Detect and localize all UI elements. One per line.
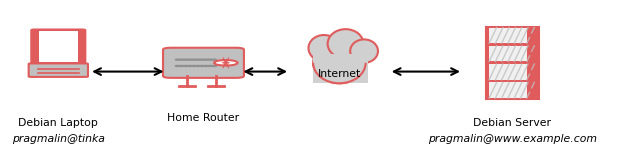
Text: pragmalin@tinka: pragmalin@tinka (12, 134, 105, 144)
Circle shape (192, 65, 196, 66)
Circle shape (528, 34, 538, 37)
Text: Internet: Internet (318, 69, 361, 80)
FancyBboxPatch shape (489, 28, 527, 43)
Ellipse shape (308, 35, 339, 61)
FancyBboxPatch shape (486, 45, 539, 62)
FancyBboxPatch shape (29, 63, 88, 77)
Ellipse shape (313, 42, 365, 83)
FancyBboxPatch shape (486, 27, 539, 44)
FancyBboxPatch shape (489, 46, 527, 62)
Circle shape (183, 65, 188, 66)
Circle shape (196, 65, 200, 66)
Circle shape (200, 65, 204, 66)
Circle shape (180, 65, 184, 66)
FancyBboxPatch shape (163, 48, 244, 78)
Text: Debian Server: Debian Server (474, 118, 551, 128)
Circle shape (204, 65, 208, 66)
Circle shape (192, 59, 196, 60)
Ellipse shape (350, 39, 378, 63)
Circle shape (528, 53, 538, 55)
Text: Debian Laptop: Debian Laptop (18, 118, 98, 128)
Circle shape (175, 59, 180, 60)
Circle shape (528, 89, 538, 91)
Circle shape (196, 59, 200, 60)
FancyBboxPatch shape (489, 82, 527, 98)
Circle shape (212, 65, 217, 66)
Text: Home Router: Home Router (168, 113, 239, 123)
FancyBboxPatch shape (486, 63, 539, 80)
Ellipse shape (328, 29, 364, 58)
Circle shape (212, 59, 217, 60)
Circle shape (183, 59, 188, 60)
FancyBboxPatch shape (31, 30, 85, 65)
Circle shape (208, 59, 212, 60)
Circle shape (175, 65, 180, 66)
Circle shape (180, 59, 184, 60)
Circle shape (200, 59, 204, 60)
Circle shape (188, 65, 192, 66)
FancyBboxPatch shape (486, 82, 539, 99)
Circle shape (208, 65, 212, 66)
Circle shape (214, 60, 237, 66)
Circle shape (188, 59, 192, 60)
Circle shape (528, 71, 538, 73)
FancyBboxPatch shape (489, 64, 527, 80)
FancyBboxPatch shape (39, 31, 78, 62)
FancyBboxPatch shape (313, 54, 369, 83)
Circle shape (204, 59, 208, 60)
Text: pragmalin@www.example.com: pragmalin@www.example.com (428, 134, 597, 144)
